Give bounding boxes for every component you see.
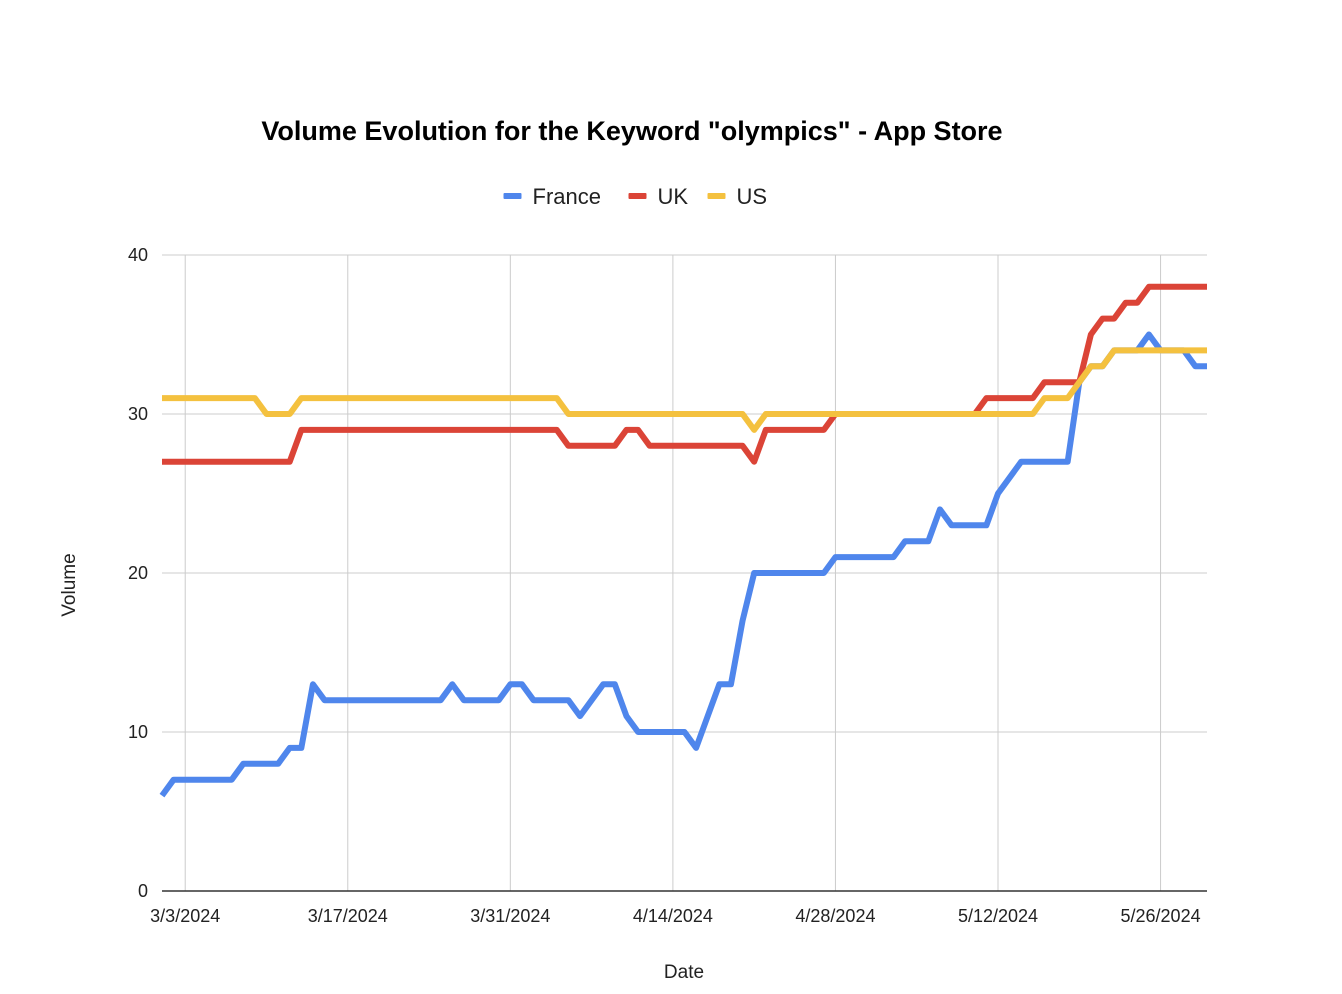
- x-tick-label: 4/28/2024: [795, 906, 875, 926]
- legend-label-uk: UK: [658, 184, 689, 209]
- x-tick-label: 4/14/2024: [633, 906, 713, 926]
- y-tick-label: 0: [138, 881, 148, 901]
- x-tick-label: 3/17/2024: [308, 906, 388, 926]
- series-line-uk: [162, 283, 1207, 465]
- y-axis: 0 10 20 30 40: [128, 245, 148, 901]
- legend-swatch-france: [503, 193, 522, 199]
- legend-swatch-uk: [628, 193, 647, 199]
- y-axis-title: Volume: [59, 553, 80, 616]
- x-tick-label: 5/26/2024: [1121, 906, 1201, 926]
- y-tick-label: 10: [128, 722, 148, 742]
- series-line-us: [162, 347, 1207, 433]
- legend-swatch-us: [707, 193, 726, 199]
- y-tick-label: 20: [128, 563, 148, 583]
- plot-area: [159, 283, 1207, 798]
- y-tick-label: 40: [128, 245, 148, 265]
- grid: [162, 254, 1207, 892]
- x-tick-label: 5/12/2024: [958, 906, 1038, 926]
- series-line-france: [159, 331, 1207, 798]
- x-axis-title: Date: [664, 962, 704, 983]
- chart-title: Volume Evolution for the Keyword "olympi…: [261, 116, 1002, 146]
- x-tick-label: 3/3/2024: [150, 906, 220, 926]
- legend-label-us: US: [737, 184, 768, 209]
- x-tick-label: 3/31/2024: [470, 906, 550, 926]
- legend: France UK US: [503, 184, 768, 209]
- x-axis: 3/3/2024 3/17/2024 3/31/2024 4/14/2024 4/28/…: [150, 906, 1200, 926]
- legend-label-france: France: [533, 184, 601, 209]
- y-tick-label: 30: [128, 404, 148, 424]
